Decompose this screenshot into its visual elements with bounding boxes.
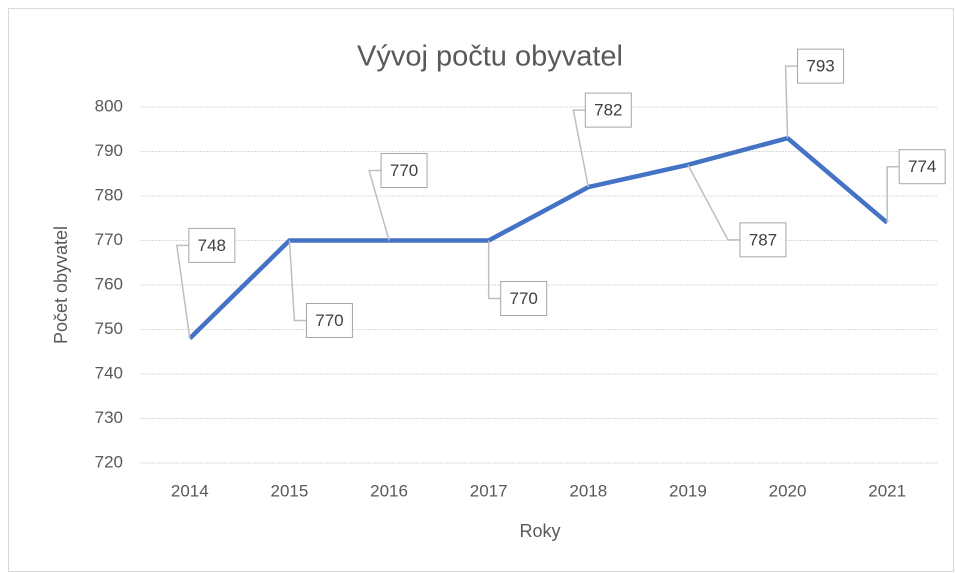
x-tick-label: 2015 [271,481,309,500]
leader-line [368,169,390,241]
x-tick-label: 2018 [569,481,607,500]
y-tick-label: 760 [95,274,123,293]
x-tick-label: 2020 [769,481,807,500]
data-label: 774 [908,157,936,176]
leader-line [572,109,590,188]
y-tick-label: 790 [95,141,123,160]
data-label-box [380,153,428,188]
chart-title: Vývoj počtu obyvatel [357,41,623,73]
y-tick-label: 780 [95,185,123,204]
data-label: 748 [198,236,226,255]
data-label: 770 [315,311,343,330]
x-tick-label: 2016 [370,481,408,500]
leader-line [886,165,900,223]
y-tick-label: 720 [95,452,123,471]
y-tick-label: 730 [95,408,123,427]
data-label: 787 [749,230,777,249]
data-label-box [584,92,632,128]
chart-frame [8,8,954,572]
x-tick-label: 2014 [171,481,209,500]
data-label: 770 [390,161,418,180]
data-label: 770 [510,289,538,308]
y-tick-label: 740 [95,363,123,382]
y-tick-label: 770 [95,230,123,249]
data-label-box [739,222,787,258]
x-axis-label: Roky [519,521,560,541]
leader-line [784,65,798,139]
leader-line [288,240,307,322]
data-label-box [305,303,353,338]
y-tick-label: 800 [95,96,123,115]
data-label-box [188,227,236,263]
data-label: 793 [806,57,834,76]
line-series [188,135,889,341]
leader-line [487,240,501,300]
y-tick-label: 750 [95,319,123,338]
x-tick-label: 2021 [868,481,906,500]
data-label-box [797,48,845,84]
data-label-box [500,281,548,316]
leader-line [175,244,191,339]
y-axis-label: Počet obyvatel [51,226,71,344]
x-tick-label: 2017 [470,481,508,500]
data-label: 782 [594,101,622,120]
data-label-box [898,149,946,185]
x-tick-label: 2019 [669,481,707,500]
leader-line [687,164,740,241]
